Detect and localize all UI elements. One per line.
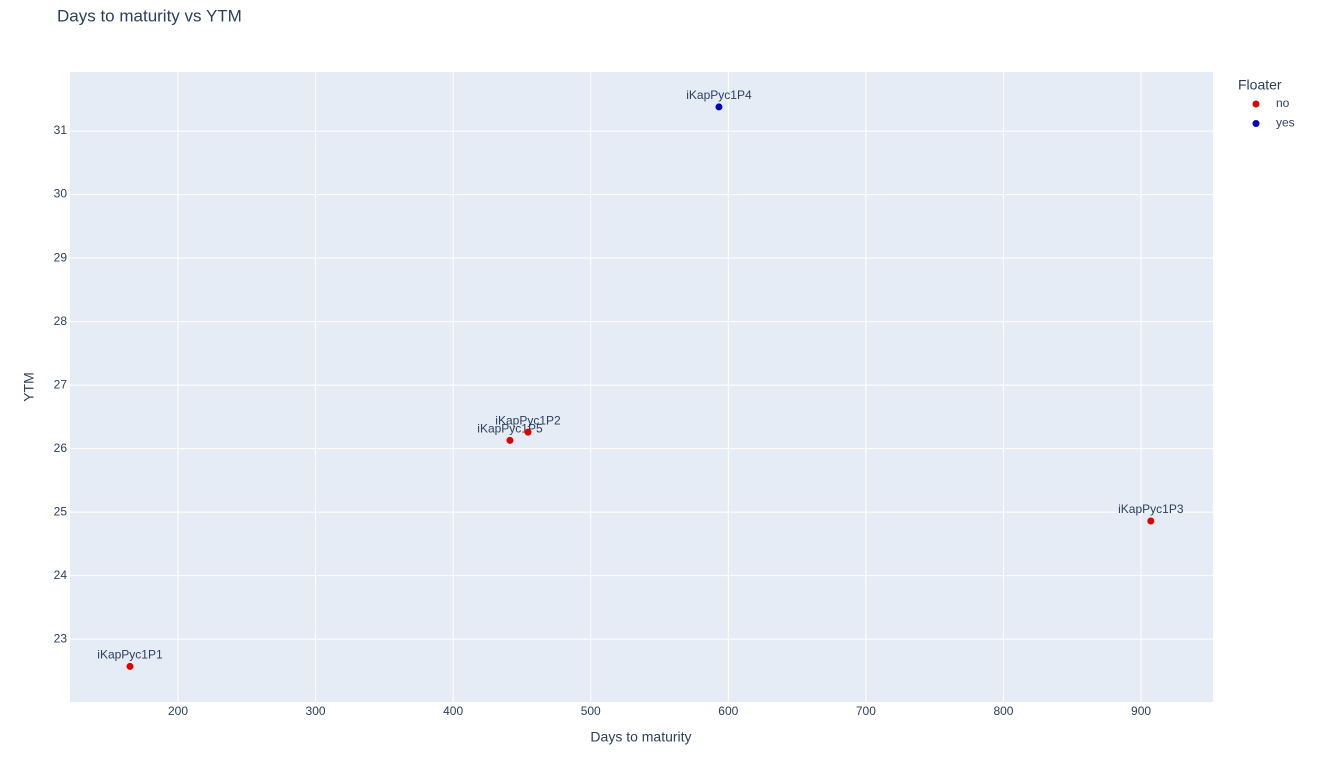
point (126, 662, 134, 670)
legend-marker (1252, 100, 1260, 108)
point (715, 103, 723, 111)
y-tick-label: 27 (54, 377, 68, 391)
point (1147, 517, 1155, 525)
y-tick-label: 26 (54, 441, 68, 455)
y-axis-label: YTM (21, 372, 37, 402)
x-tick-label: 400 (443, 704, 463, 718)
point (524, 428, 532, 436)
point-label: iKapPyc1P3 (1118, 502, 1184, 516)
x-tick-label: 900 (1131, 704, 1151, 718)
y-tick-label: 31 (54, 123, 68, 137)
y-tick-label: 28 (54, 314, 68, 328)
x-axis-label: Days to maturity (590, 729, 691, 745)
plot-area (70, 72, 1213, 702)
legend-marker (1252, 120, 1260, 127)
y-tick-label: 24 (54, 568, 68, 582)
y-tick-label: 23 (54, 631, 68, 645)
x-tick-label: 200 (168, 704, 188, 718)
legend-label: yes (1276, 116, 1295, 130)
legend-title: Floater (1238, 77, 1282, 93)
point (506, 436, 514, 444)
point-label: iKapPyc1P2 (495, 413, 561, 427)
x-tick-label: 700 (856, 704, 876, 718)
y-tick-label: 29 (54, 250, 68, 264)
x-tick-label: 800 (993, 704, 1013, 718)
x-tick-label: 300 (306, 704, 326, 718)
point-label: iKapPyc1P1 (97, 648, 163, 662)
point-label: iKapPyc1P4 (686, 88, 752, 102)
x-tick-label: 500 (581, 704, 601, 718)
y-tick-label: 30 (54, 187, 68, 201)
legend-label: no (1276, 96, 1290, 110)
chart-title: Days to maturity vs YTM (57, 6, 242, 25)
x-tick-label: 600 (718, 704, 738, 718)
y-tick-label: 25 (54, 504, 68, 518)
